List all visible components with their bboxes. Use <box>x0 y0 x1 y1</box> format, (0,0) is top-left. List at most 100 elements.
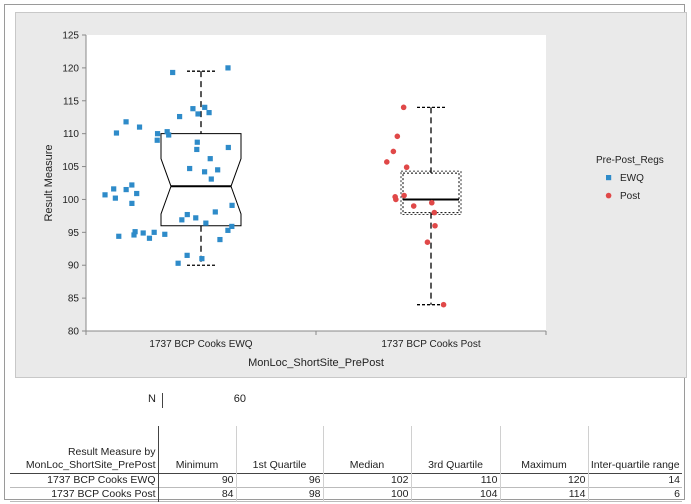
ewq-data-point <box>187 165 193 172</box>
post-data-point <box>394 133 401 140</box>
y-tick-label: 80 <box>68 327 80 338</box>
table-cell: 120 <box>500 473 589 488</box>
post-data-point <box>431 209 438 216</box>
row-header-label: Result Measure by MonLoc_ShortSite_PrePo… <box>10 426 159 474</box>
ewq-data-point <box>102 192 108 198</box>
ewq-data-point <box>154 137 160 143</box>
table-row: 1737 BCP Cooks EWQ 90 96 102 110 120 14 <box>10 473 682 488</box>
column-header: Inter-quartile range <box>590 459 680 471</box>
row-label: 1737 BCP Cooks EWQ <box>10 473 159 488</box>
y-axis-title: Result Measure <box>43 144 55 221</box>
y-tick-label: 110 <box>63 129 79 140</box>
ewq-data-point <box>151 229 157 235</box>
y-tick-label: 125 <box>62 31 79 42</box>
table-cell: 84 <box>158 487 237 502</box>
ewq-data-point <box>134 190 140 197</box>
ewq-data-point <box>140 230 146 236</box>
ewq-data-point <box>154 131 161 137</box>
column-header: 3rd Quartile <box>411 426 501 474</box>
table-cell: 90 <box>158 473 237 488</box>
ewq-data-point <box>129 182 135 188</box>
table-cell: 96 <box>236 473 324 488</box>
ewq-data-point <box>170 69 176 76</box>
table-cell: 102 <box>323 473 412 488</box>
row-label: 1737 BCP Cooks Post <box>10 487 159 502</box>
ewq-data-point <box>176 113 183 120</box>
x-tick-label: 1737 BCP Cooks EWQ <box>149 339 252 350</box>
y-tick-label: 95 <box>68 228 80 239</box>
ewq-data-point <box>131 232 137 238</box>
n-summary: N 60 <box>0 393 691 411</box>
ewq-data-point <box>146 235 153 241</box>
ewq-data-point <box>179 217 185 223</box>
chart-area: 80 85 90 95 100 105 110 115 120 125 1737 BCP Cooks… <box>15 12 687 378</box>
ewq-data-point <box>166 132 172 138</box>
ewq-data-point <box>199 256 205 262</box>
ewq-data-point <box>212 209 218 215</box>
column-header: Median <box>323 426 412 474</box>
ewq-data-point <box>195 111 201 117</box>
post-data-point <box>424 239 431 245</box>
n-label: N <box>148 393 156 405</box>
ewq-data-point <box>203 220 209 226</box>
legend-title: Pre-Post_Regs <box>596 155 664 166</box>
ewq-data-point <box>184 252 190 258</box>
ewq-data-point <box>206 110 212 116</box>
table-header-row: Result Measure by MonLoc_ShortSite_PrePo… <box>10 426 682 474</box>
table-cell: 14 <box>668 474 680 486</box>
ewq-data-point <box>111 186 117 192</box>
plot-background <box>86 35 546 331</box>
summary-statistics-table: Result Measure by MonLoc_ShortSite_PrePo… <box>10 426 682 502</box>
ewq-data-point <box>229 202 235 208</box>
table-cell: 6 <box>674 488 680 500</box>
y-tick-label: 85 <box>68 294 80 305</box>
column-header: Minimum <box>158 426 237 474</box>
box-plot-chart: 80 85 90 95 100 105 110 115 120 125 1737 BCP Cooks… <box>43 31 664 370</box>
report-frame: 80 85 90 95 100 105 110 115 120 125 1737 BCP Cooks… <box>4 4 687 500</box>
ewq-data-point <box>201 169 208 175</box>
ewq-data-point <box>225 65 231 71</box>
ewq-data-point <box>162 231 168 237</box>
ewq-data-point <box>113 130 120 136</box>
ewq-data-point <box>190 106 196 112</box>
ewq-data-point <box>208 176 214 182</box>
ewq-data-point <box>229 223 235 230</box>
ewq-data-point <box>123 186 129 193</box>
ewq-data-point <box>175 260 181 266</box>
ewq-data-point <box>217 236 223 243</box>
n-separator <box>162 393 163 408</box>
table-cell: 104 <box>411 487 501 502</box>
post-data-point <box>403 164 410 171</box>
x-axis-title: MonLoc_ShortSite_PrePost <box>248 357 384 369</box>
post-data-point <box>384 159 390 165</box>
ewq-data-point <box>184 211 190 218</box>
table-cell: 110 <box>411 473 501 488</box>
post-data-point <box>390 148 397 155</box>
legend-label: Post <box>620 191 640 202</box>
ewq-data-point <box>136 124 143 130</box>
post-data-point <box>393 196 399 203</box>
y-tick-label: 105 <box>62 162 79 173</box>
y-tick-label: 115 <box>63 96 79 107</box>
ewq-data-point <box>112 195 118 201</box>
ewq-data-point <box>215 167 221 173</box>
column-header: Maximum <box>500 426 589 474</box>
ewq-data-point <box>123 119 129 125</box>
ewq-data-point <box>194 139 200 145</box>
post-data-point <box>428 199 435 206</box>
column-header: 1st Quartile <box>236 426 324 474</box>
post-data-point <box>401 192 407 199</box>
ewq-data-point <box>207 156 213 162</box>
ewq-data-point <box>132 229 138 235</box>
post-data-point <box>432 222 438 229</box>
ewq-data-point <box>193 215 199 221</box>
legend-post-marker <box>605 192 612 199</box>
ewq-data-point <box>202 104 208 110</box>
y-tick-label: 100 <box>62 195 79 206</box>
legend-label: EWQ <box>620 173 644 184</box>
y-tick-label: 120 <box>62 63 79 74</box>
table-cell: 114 <box>500 487 589 502</box>
box-outer-outline <box>400 170 462 215</box>
ewq-data-point <box>225 144 231 151</box>
legend-ewq-marker <box>606 175 612 181</box>
